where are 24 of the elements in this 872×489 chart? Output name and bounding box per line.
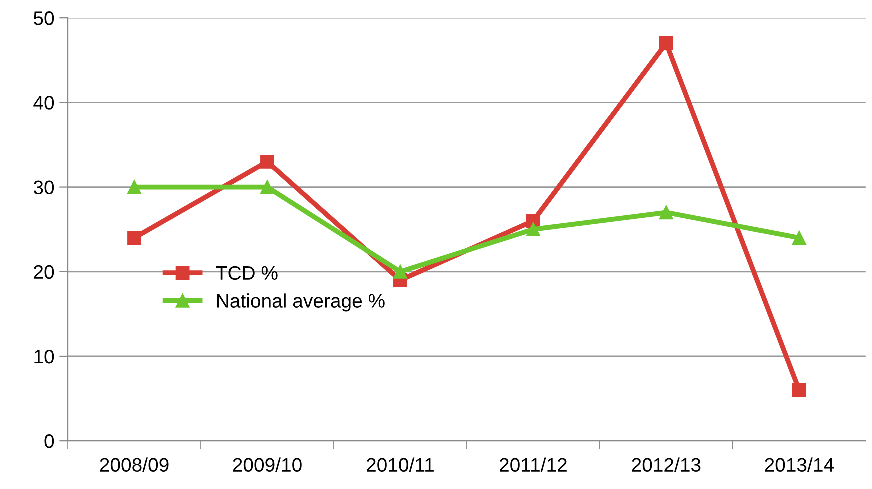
y-tick-label: 20 — [34, 265, 54, 280]
y-tick-label: 30 — [34, 180, 54, 195]
y-tick-label: 10 — [34, 350, 54, 364]
point — [659, 206, 674, 220]
point — [526, 222, 540, 237]
point — [260, 154, 274, 169]
x-tick-label: 2008/09 — [100, 458, 169, 472]
point — [128, 180, 142, 194]
point — [394, 264, 408, 279]
legend-label: TCD % — [216, 266, 278, 280]
point — [659, 36, 674, 50]
point — [128, 231, 142, 245]
point — [260, 180, 274, 194]
legend-label: National average % — [217, 294, 385, 312]
y-tick-label: 0 — [44, 434, 54, 448]
y-tick-label: 50 — [34, 12, 54, 26]
point — [792, 231, 806, 245]
x-tick-label: 2009/10 — [233, 458, 302, 472]
x-tick-label: 2011/12 — [500, 458, 567, 472]
x-tick-label: 2013/14 — [765, 458, 834, 472]
point — [792, 383, 806, 398]
y-tick-label: 40 — [34, 96, 54, 110]
x-tick-label: 2010/11 — [367, 458, 434, 472]
x-tick-label: 2012/13 — [632, 458, 701, 472]
